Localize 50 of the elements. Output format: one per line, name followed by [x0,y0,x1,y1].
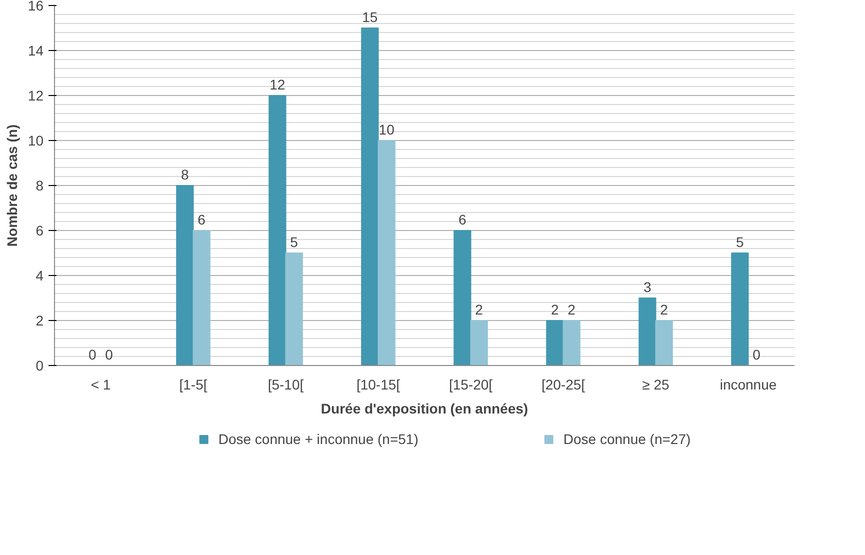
data-label: 0 [752,346,761,362]
data-label: 2 [568,302,576,318]
bar [176,185,194,366]
x-tick-label: [20-25[ [541,376,586,392]
bar [731,252,749,366]
y-tick-label: 6 [36,222,44,238]
legend-label: Dose connue + inconnue (n=51) [218,431,418,447]
bar [546,320,564,366]
y-tick-label: 16 [28,0,44,14]
y-tick-label: 14 [28,42,44,58]
data-label: 5 [290,234,298,250]
data-label: 2 [660,302,668,318]
data-label: 10 [378,122,395,138]
y-tick-label: 8 [36,178,44,194]
x-tick-label: [5-10[ [268,376,304,392]
x-axis-title: Durée d'exposition (en années) [320,400,528,416]
y-axis-title: Nombre de cas (n) [4,124,20,247]
bar [378,140,396,366]
data-label: 5 [736,234,744,250]
bar [454,230,472,366]
y-tick-label: 2 [36,312,44,328]
bar [192,230,210,366]
bar [285,252,303,366]
bar [361,28,379,366]
bar [655,320,673,366]
bar [470,320,488,366]
y-tick-label: 4 [36,268,44,284]
x-tick-label: [15-20[ [448,376,493,392]
data-label: 0 [88,346,97,362]
data-label: 8 [181,166,190,182]
y-tick-label: 10 [28,132,44,148]
bar [562,320,580,366]
bar [268,95,286,366]
x-tick-label: inconnue [720,376,777,392]
data-label: 3 [644,279,652,295]
data-label: 15 [362,9,378,25]
x-tick-label: [1-5[ [179,376,208,392]
x-tick-label: [10-15[ [356,376,400,392]
bar [638,298,656,366]
y-tick-label: 0 [36,358,44,374]
data-label: 0 [105,346,114,362]
x-tick-label: ≥ 25 [642,376,670,392]
data-label: 2 [551,302,560,318]
legend-label: Dose connue (n=27) [563,431,691,447]
y-tick-label: 12 [28,88,44,104]
data-label: 6 [198,212,206,228]
data-label: 12 [270,76,286,92]
data-label: 2 [475,302,484,318]
x-tick-label: < 1 [90,376,111,392]
data-label: 6 [458,212,467,228]
